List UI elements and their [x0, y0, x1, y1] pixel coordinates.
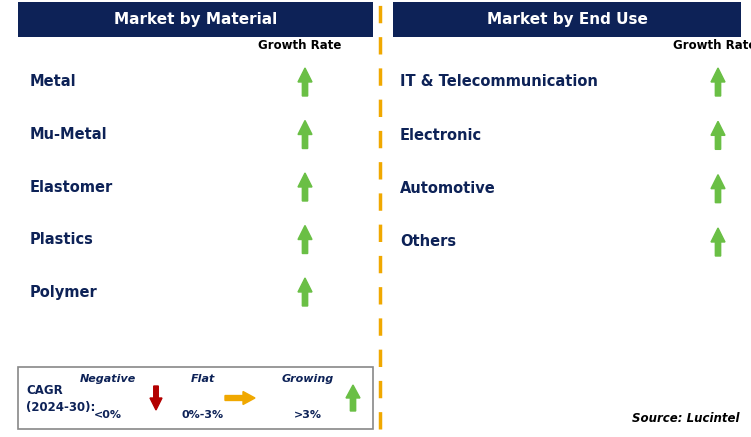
Text: Plastics: Plastics [30, 232, 94, 247]
Text: Growth Rate: Growth Rate [258, 39, 342, 52]
FancyArrow shape [711, 121, 725, 149]
FancyArrow shape [298, 121, 312, 149]
FancyArrow shape [711, 228, 725, 256]
Text: Market by Material: Market by Material [114, 12, 277, 27]
Text: Source: Lucintel: Source: Lucintel [632, 413, 740, 426]
Text: Growth Rate: Growth Rate [674, 39, 751, 52]
FancyArrow shape [711, 175, 725, 203]
FancyBboxPatch shape [393, 2, 741, 37]
Text: <0%: <0% [94, 410, 122, 420]
FancyArrow shape [298, 278, 312, 306]
Text: 0%-3%: 0%-3% [182, 410, 224, 420]
FancyArrow shape [711, 68, 725, 96]
Text: Electronic: Electronic [400, 128, 482, 143]
FancyArrow shape [298, 68, 312, 96]
FancyArrow shape [225, 392, 255, 405]
Text: Mu-Metal: Mu-Metal [30, 127, 107, 142]
Text: CAGR: CAGR [26, 385, 63, 398]
Text: Growing: Growing [282, 374, 334, 384]
Text: Negative: Negative [80, 374, 136, 384]
Text: Market by End Use: Market by End Use [487, 12, 647, 27]
FancyBboxPatch shape [18, 2, 373, 37]
Text: Flat: Flat [191, 374, 216, 384]
Text: Elastomer: Elastomer [30, 180, 113, 194]
Text: IT & Telecommunication: IT & Telecommunication [400, 74, 598, 90]
FancyArrow shape [346, 385, 360, 411]
Text: Others: Others [400, 235, 456, 250]
Text: Metal: Metal [30, 74, 77, 90]
Text: Polymer: Polymer [30, 284, 98, 299]
FancyBboxPatch shape [18, 367, 373, 429]
FancyArrow shape [298, 173, 312, 201]
Text: Automotive: Automotive [400, 181, 496, 196]
FancyArrow shape [150, 386, 162, 410]
Text: (2024-30):: (2024-30): [26, 400, 95, 413]
FancyArrow shape [298, 225, 312, 253]
Text: >3%: >3% [294, 410, 322, 420]
